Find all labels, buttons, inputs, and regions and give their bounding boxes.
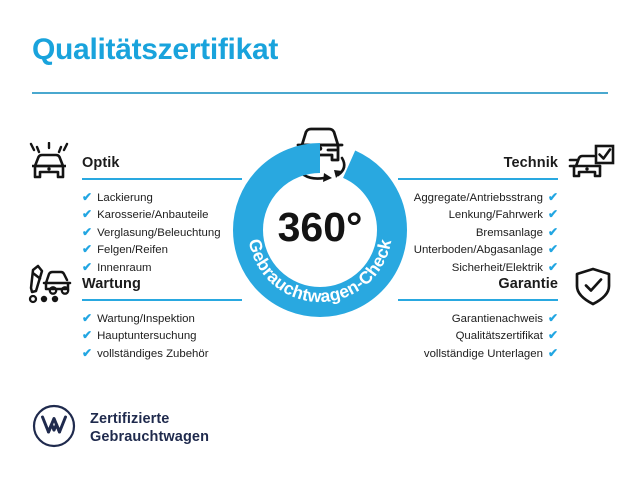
check-icon: ✔: [82, 259, 93, 274]
footer-logo-line2: Gebrauchtwagen: [90, 428, 210, 445]
check-icon: ✔: [82, 242, 93, 257]
list-item: Qualitätszertifikat ✔: [398, 327, 558, 344]
list-item-label: Lackierung: [97, 192, 153, 204]
checklist-garantie: Garantienachweis ✔ Qualitätszertifikat ✔ v…: [398, 310, 558, 362]
volkswagen-logo: [32, 404, 76, 453]
check-icon: ✔: [82, 311, 93, 325]
list-item: ✔ Hauptuntersuchung: [82, 327, 242, 344]
check-icon: ✔: [82, 207, 93, 222]
list-item-label: Sicherheit/Elektrik: [451, 261, 543, 274]
check-icon: ✔: [82, 190, 93, 204]
list-item-label: Lenkung/Fahrwerk: [448, 209, 543, 222]
check-icon: ✔: [547, 345, 558, 360]
list-item: ✔ Verglasung/Beleuchtung: [82, 224, 242, 241]
shield-check-icon: [570, 265, 616, 314]
list-item: Garantienachweis ✔: [398, 310, 558, 327]
section-title-technik: Technik: [503, 155, 558, 171]
checklist-technik: Aggregate/Antriebsstrang ✔ Lenkung/Fahrwe…: [398, 189, 558, 276]
check-icon: ✔: [547, 328, 558, 343]
service-car-pen-icon: [24, 263, 76, 312]
list-item-label: Felgen/Reifen: [97, 244, 168, 257]
list-item-label: Karosserie/Anbauteile: [97, 209, 209, 222]
list-item: Lenkung/Fahrwerk ✔: [398, 206, 558, 223]
check-icon: ✔: [82, 224, 93, 239]
footer-logo-line1: Zertifizierte: [90, 411, 170, 427]
section-divider-optik: [82, 178, 242, 180]
list-item: ✔ Felgen/Reifen: [82, 241, 242, 258]
check-icon: ✔: [82, 328, 93, 343]
title-divider: [32, 92, 608, 94]
list-item-label: Bremsanlage: [475, 226, 543, 239]
list-item: ✔ Wartung/Inspektion: [82, 310, 242, 327]
check-icon: ✔: [547, 311, 558, 325]
list-item: ✔ Innenraum: [82, 259, 242, 276]
car-checkbox-icon: [564, 142, 616, 191]
page-title: Qualitätszertifikat: [32, 33, 279, 66]
list-item-label: Verglasung/Beleuchtung: [97, 226, 221, 239]
checklist-wartung: ✔ Wartung/Inspektion ✔ Hauptuntersuchung ✔…: [82, 310, 242, 362]
list-item-label: Aggregate/Antriebsstrang: [413, 192, 543, 204]
section-title-optik: Optik: [82, 155, 120, 171]
section-wartung: Wartung ✔ Wartung/Inspektion ✔ Hauptunters…: [28, 264, 242, 362]
list-item-label: Hauptuntersuchung: [97, 330, 197, 343]
check-icon: ✔: [547, 224, 558, 239]
section-divider-wartung: [82, 299, 242, 301]
footer-logo: Zertifizierte Gebrauchtwagen: [32, 404, 209, 453]
list-item-label: Garantienachweis: [451, 313, 543, 325]
list-item: ✔ Lackierung: [82, 189, 242, 206]
shiny-car-icon: [24, 141, 74, 191]
section-garantie: Garantie Garantienachweis ✔ Qualitätszert…: [398, 267, 611, 362]
check-icon: ✔: [547, 207, 558, 222]
list-item: vollständige Unterlagen ✔: [398, 345, 558, 362]
checklist-optik: ✔ Lackierung ✔ Karosserie/Anbauteile ✔ Verg…: [82, 189, 242, 276]
badge-360-gebrauchtwagen-check: Gebrauchtwagen-Check 360°: [228, 118, 412, 322]
list-item-label: Innenraum: [97, 261, 152, 274]
badge-center-label: 360°: [278, 204, 363, 250]
list-item-label: Qualitätszertifikat: [455, 330, 543, 343]
section-title-garantie: Garantie: [498, 276, 558, 292]
section-title-wartung: Wartung: [82, 276, 141, 292]
list-item: ✔ vollständiges Zubehör: [82, 345, 242, 362]
section-optik: Optik ✔ Lackierung ✔ Karosserie/Anbauteile…: [29, 141, 242, 276]
list-item: Bremsanlage ✔: [398, 224, 558, 241]
section-divider-garantie: [398, 299, 558, 301]
check-icon: ✔: [547, 259, 558, 274]
list-item: Aggregate/Antriebsstrang ✔: [398, 189, 558, 206]
list-item-label: vollständiges Zubehör: [97, 347, 209, 360]
list-item-label: Unterboden/Abgasanlage: [413, 244, 543, 257]
section-divider-technik: [398, 178, 558, 180]
list-item-label: Wartung/Inspektion: [97, 313, 195, 325]
check-icon: ✔: [547, 190, 558, 204]
check-icon: ✔: [547, 242, 558, 257]
check-icon: ✔: [82, 345, 93, 360]
footer-logo-text: Zertifizierte Gebrauchtwagen: [90, 411, 209, 446]
list-item: Unterboden/Abgasanlage ✔: [398, 241, 558, 258]
section-technik: Technik Aggregate/Antriebsstrang ✔ Lenkun…: [398, 144, 615, 276]
list-item-label: vollständige Unterlagen: [423, 347, 543, 360]
list-item: Sicherheit/Elektrik ✔: [398, 259, 558, 276]
list-item: ✔ Karosserie/Anbauteile: [82, 206, 242, 223]
